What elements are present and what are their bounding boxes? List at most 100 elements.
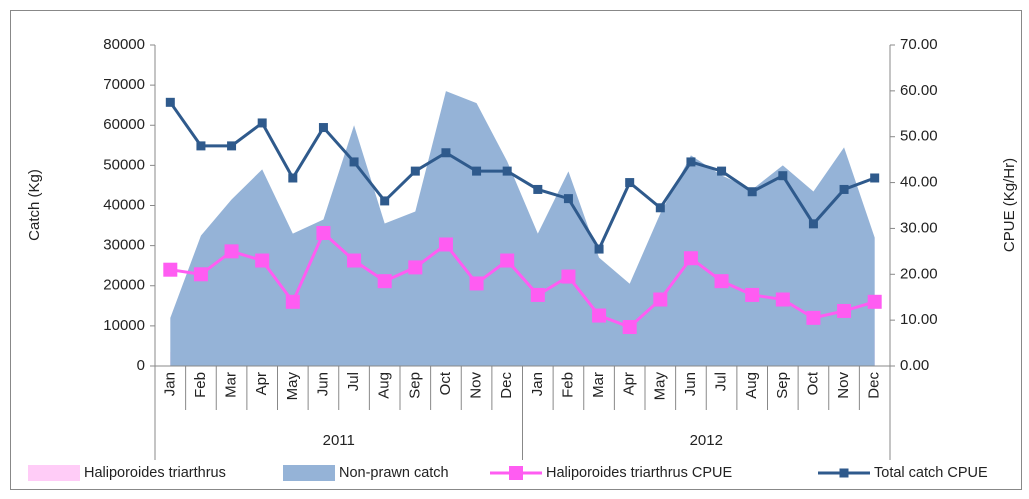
y2-tick-label: 40.00 xyxy=(900,174,938,191)
marker xyxy=(778,171,788,181)
x-tick-label: May xyxy=(284,372,301,401)
legend-label: Total catch CPUE xyxy=(874,465,988,481)
marker xyxy=(717,166,727,176)
marker xyxy=(686,157,696,167)
y2-tick-label: 10.00 xyxy=(900,311,938,328)
x-tick-label: Jul xyxy=(713,372,730,391)
legend-marker xyxy=(839,468,849,478)
x-tick-label: Nov xyxy=(468,372,485,399)
x-tick-label: Jun xyxy=(314,372,331,396)
x-tick-label: Oct xyxy=(804,371,821,395)
marker xyxy=(441,148,451,158)
y-tick-label: 30000 xyxy=(103,237,145,254)
y2-tick-label: 60.00 xyxy=(900,82,938,99)
y-tick-label: 10000 xyxy=(103,317,145,334)
marker xyxy=(318,123,328,133)
marker xyxy=(257,118,267,128)
y2-tick-label: 0.00 xyxy=(900,357,929,374)
marker xyxy=(839,184,849,194)
marker xyxy=(285,294,300,309)
marker xyxy=(377,274,392,289)
marker xyxy=(867,294,882,309)
legend-swatch xyxy=(28,465,80,481)
x-tick-label: Jan xyxy=(161,372,178,396)
marker xyxy=(806,310,821,325)
legend-label: Haliporoides triarthrus xyxy=(84,465,226,481)
marker xyxy=(808,219,818,229)
y-axis-label: Catch (Kg) xyxy=(26,169,43,241)
marker xyxy=(714,274,729,289)
marker xyxy=(745,287,760,302)
legend-marker xyxy=(509,466,523,480)
marker xyxy=(224,244,239,259)
x-tick-label: May xyxy=(651,372,668,401)
x-tick-label: Apr xyxy=(621,372,638,395)
marker xyxy=(163,262,178,277)
y-tick-label: 60000 xyxy=(103,116,145,133)
x-tick-label: Jan xyxy=(529,372,546,396)
marker xyxy=(837,303,852,318)
y-tick-label: 0 xyxy=(137,357,145,374)
marker xyxy=(472,166,482,176)
x-tick-label: Sep xyxy=(406,372,423,399)
marker xyxy=(530,287,545,302)
marker xyxy=(870,173,880,183)
marker xyxy=(410,166,420,176)
marker xyxy=(469,276,484,291)
marker xyxy=(625,178,635,188)
x-tick-label: Dec xyxy=(866,372,883,399)
marker xyxy=(622,320,637,335)
marker xyxy=(316,226,331,241)
line xyxy=(169,101,876,253)
marker xyxy=(592,308,607,323)
marker xyxy=(349,157,359,167)
group-label: 2012 xyxy=(690,432,723,449)
legend-label: Haliporoides triarthrus CPUE xyxy=(546,465,732,481)
y-tick-label: 20000 xyxy=(103,277,145,294)
x-tick-label: Dec xyxy=(498,372,515,399)
y2-tick-label: 70.00 xyxy=(900,36,938,53)
marker xyxy=(747,187,757,197)
x-tick-label: Nov xyxy=(835,372,852,399)
x-tick-label: Oct xyxy=(437,371,454,395)
marker xyxy=(288,173,298,183)
marker xyxy=(533,184,543,194)
marker xyxy=(594,244,604,254)
x-tick-label: Feb xyxy=(559,372,576,398)
marker xyxy=(775,292,790,307)
marker xyxy=(165,97,175,107)
legend-swatch xyxy=(283,465,335,481)
marker xyxy=(380,196,390,206)
marker xyxy=(502,166,512,176)
marker xyxy=(561,269,576,284)
y2-axis-label: CPUE (Kg/Hr) xyxy=(1001,158,1018,252)
y-tick-label: 70000 xyxy=(103,76,145,93)
group-label: 2011 xyxy=(323,432,355,449)
marker xyxy=(653,292,668,307)
x-tick-label: Jun xyxy=(682,372,699,396)
y-tick-label: 80000 xyxy=(103,36,145,53)
marker xyxy=(683,251,698,266)
x-tick-label: Apr xyxy=(253,372,270,395)
y2-tick-label: 30.00 xyxy=(900,219,938,236)
area xyxy=(170,91,875,367)
legend-label: Non-prawn catch xyxy=(339,465,449,481)
marker xyxy=(193,267,208,282)
x-tick-label: Feb xyxy=(192,372,209,398)
marker xyxy=(408,260,423,275)
y-tick-label: 50000 xyxy=(103,156,145,173)
x-tick-label: Aug xyxy=(743,372,760,399)
y2-tick-label: 20.00 xyxy=(900,265,938,282)
marker xyxy=(196,141,206,151)
marker xyxy=(347,253,362,268)
marker xyxy=(227,141,237,151)
marker xyxy=(500,253,515,268)
marker xyxy=(438,237,453,252)
marker xyxy=(255,253,270,268)
marker xyxy=(563,194,573,204)
x-tick-label: Mar xyxy=(223,372,240,398)
x-tick-label: Aug xyxy=(376,372,393,399)
y2-tick-label: 50.00 xyxy=(900,128,938,145)
x-tick-label: Sep xyxy=(774,372,791,399)
